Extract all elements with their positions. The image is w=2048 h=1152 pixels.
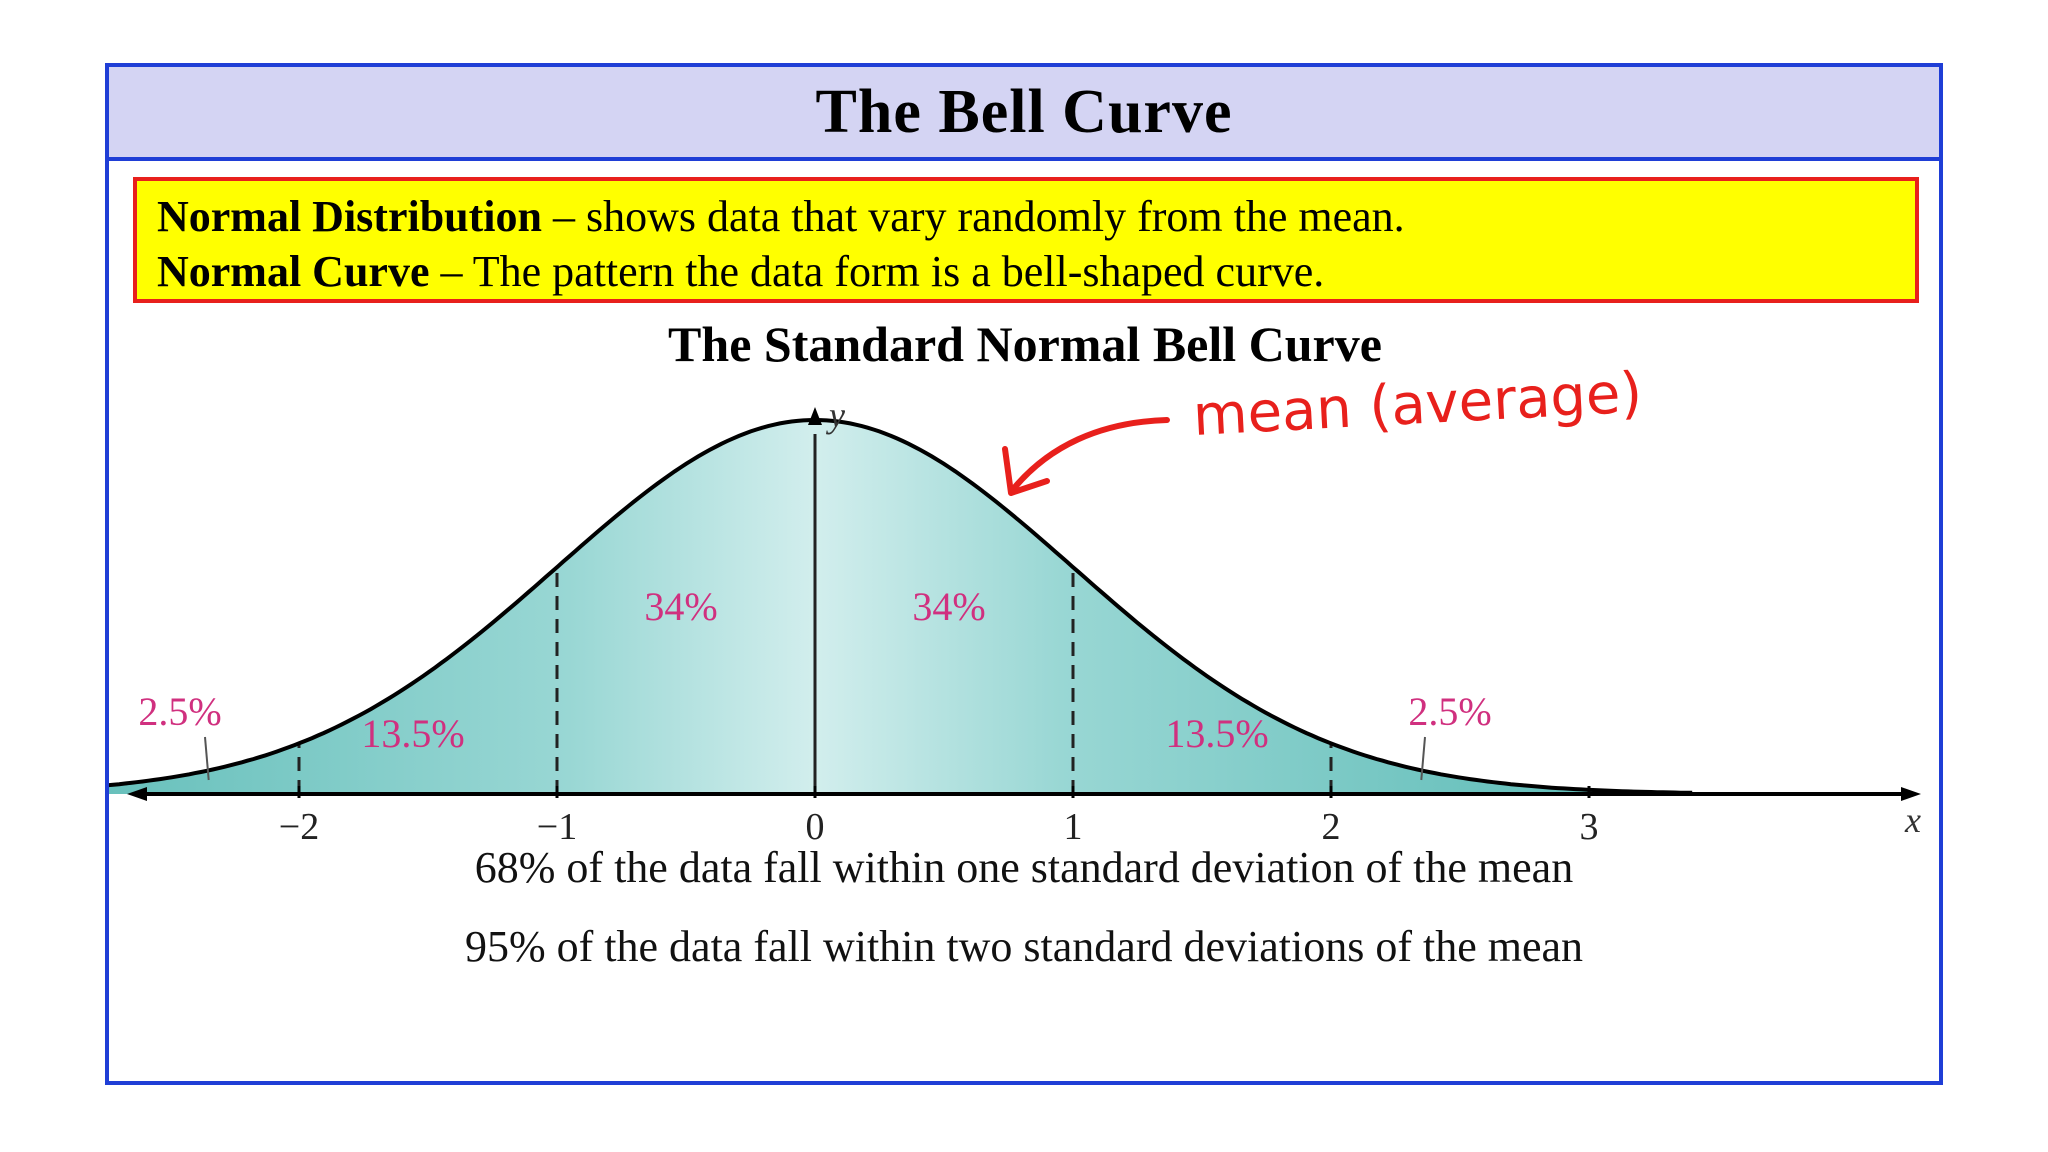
caption-95-percent: 95% of the data fall within two standard… xyxy=(464,922,1584,971)
x-axis-left-arrow-icon xyxy=(127,787,147,801)
region-percent-label: 34% xyxy=(644,584,717,629)
region-percent-label: 13.5% xyxy=(1165,711,1268,756)
x-axis-arrow-icon xyxy=(1901,787,1921,801)
chart-title: The Standard Normal Bell Curve xyxy=(668,316,1382,372)
slide-frame: The Bell Curve Normal Distribution – sho… xyxy=(105,63,1943,1085)
definition-box: Normal Distribution – shows data that va… xyxy=(133,177,1919,303)
definition-separator: – xyxy=(429,247,473,296)
region-pointer-line xyxy=(1420,736,1426,781)
x-tick-label: −2 xyxy=(279,806,319,847)
definition-term: Normal Curve xyxy=(157,247,430,296)
definition-text: The pattern the data form is a bell-shap… xyxy=(472,247,1325,296)
region-percent-label: 2.5% xyxy=(1408,689,1491,734)
definition-separator: – xyxy=(542,192,586,241)
region-percent-label: 2.5% xyxy=(138,689,221,734)
definition-normal-distribution: Normal Distribution – shows data that va… xyxy=(157,189,1895,244)
x-tick-label: −1 xyxy=(537,806,577,847)
x-tick-label: 0 xyxy=(806,806,825,847)
annotation-arrow-shaft xyxy=(1012,417,1170,490)
y-axis-arrow-icon xyxy=(808,407,822,425)
y-axis-label: y xyxy=(826,395,845,435)
x-tick-label: 3 xyxy=(1580,806,1599,847)
x-tick-label: 2 xyxy=(1322,806,1341,847)
page-title: The Bell Curve xyxy=(815,77,1233,146)
bell-curve-area xyxy=(109,420,1693,794)
caption-68-percent: 68% of the data fall within one standard… xyxy=(474,843,1574,892)
region-pointer-line xyxy=(204,736,210,781)
definition-text: shows data that vary randomly from the m… xyxy=(586,192,1405,241)
x-tick-label: 1 xyxy=(1064,806,1083,847)
bell-curve-chart: The Standard Normal Bell Curve xy 2.5% 13… xyxy=(109,316,1921,847)
title-bar: The Bell Curve xyxy=(109,67,1939,161)
x-axis-label: x xyxy=(1904,800,1921,840)
definition-normal-curve: Normal Curve – The pattern the data form… xyxy=(157,244,1895,299)
definition-term: Normal Distribution xyxy=(157,192,542,241)
region-percent-label: 13.5% xyxy=(361,711,464,756)
mean-annotation: mean (average) xyxy=(1191,361,1643,449)
annotation-arrowhead-icon xyxy=(1002,446,1050,496)
region-percent-label: 34% xyxy=(912,584,985,629)
